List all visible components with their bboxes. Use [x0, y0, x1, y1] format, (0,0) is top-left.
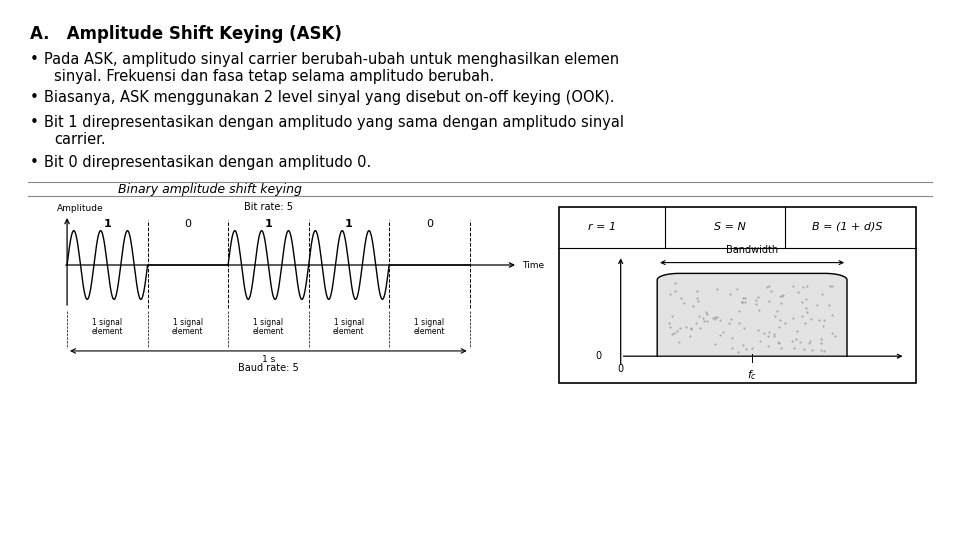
- Text: Baud rate: 5: Baud rate: 5: [238, 363, 299, 373]
- Text: element: element: [172, 327, 204, 336]
- Text: element: element: [252, 327, 284, 336]
- Text: S = N: S = N: [714, 221, 746, 232]
- Text: 0: 0: [596, 351, 602, 361]
- Text: 1: 1: [264, 219, 273, 229]
- Text: Time: Time: [522, 260, 544, 269]
- Text: carrier.: carrier.: [54, 132, 106, 147]
- Text: 1 signal: 1 signal: [334, 318, 364, 327]
- Text: 0: 0: [426, 219, 433, 229]
- Text: •: •: [30, 155, 38, 170]
- Text: 0: 0: [617, 364, 624, 374]
- Text: $f_c$: $f_c$: [747, 368, 757, 382]
- Text: Bit 0 direpresentasikan dengan amplitudo 0.: Bit 0 direpresentasikan dengan amplitudo…: [44, 155, 372, 170]
- Text: 1 s: 1 s: [262, 355, 275, 364]
- Polygon shape: [658, 273, 847, 356]
- Text: 1: 1: [104, 219, 111, 229]
- Text: Bit 1 direpresentasikan dengan amplitudo yang sama dengan amplitudo sinyal: Bit 1 direpresentasikan dengan amplitudo…: [44, 115, 624, 130]
- Text: A.   Amplitude Shift Keying (ASK): A. Amplitude Shift Keying (ASK): [30, 25, 342, 43]
- Text: 0: 0: [184, 219, 191, 229]
- Text: element: element: [91, 327, 123, 336]
- Text: Binary amplitude shift keying: Binary amplitude shift keying: [118, 183, 302, 195]
- Text: Pada ASK, amplitudo sinyal carrier berubah-ubah untuk menghasilkan elemen: Pada ASK, amplitudo sinyal carrier berub…: [44, 52, 619, 67]
- Text: 1 signal: 1 signal: [415, 318, 444, 327]
- Text: •: •: [30, 115, 38, 130]
- Text: 1 signal: 1 signal: [173, 318, 203, 327]
- Text: sinyal. Frekuensi dan fasa tetap selama amplitudo berubah.: sinyal. Frekuensi dan fasa tetap selama …: [54, 69, 494, 84]
- Text: 1: 1: [345, 219, 352, 229]
- Text: element: element: [333, 327, 365, 336]
- Text: Bit rate: 5: Bit rate: 5: [244, 202, 293, 212]
- Text: Bandwidth: Bandwidth: [726, 245, 779, 255]
- Text: •: •: [30, 52, 38, 67]
- Text: •: •: [30, 90, 38, 105]
- Text: Biasanya, ASK menggunakan 2 level sinyal yang disebut on-off keying (OOK).: Biasanya, ASK menggunakan 2 level sinyal…: [44, 90, 614, 105]
- Text: 1 signal: 1 signal: [253, 318, 283, 327]
- Text: 1 signal: 1 signal: [92, 318, 122, 327]
- Text: element: element: [414, 327, 445, 336]
- Text: r = 1: r = 1: [588, 221, 616, 232]
- Text: Amplitude: Amplitude: [57, 205, 104, 213]
- Text: B = (1 + d)S: B = (1 + d)S: [812, 221, 882, 232]
